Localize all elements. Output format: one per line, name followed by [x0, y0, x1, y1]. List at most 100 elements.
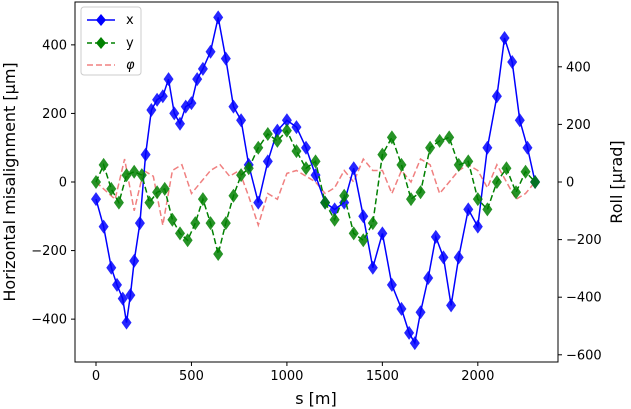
legend-label-x: x: [126, 13, 134, 28]
data-point-x: [514, 113, 525, 128]
data-point-y: [348, 226, 359, 241]
data-point-y: [491, 175, 502, 189]
x-tick-label: 2000: [461, 369, 494, 384]
data-point-x: [499, 31, 510, 45]
data-point-x: [197, 61, 208, 76]
y-right-tick-label: 400: [566, 60, 591, 75]
data-point-x: [262, 154, 273, 169]
data-point-y: [253, 140, 264, 155]
data-point-y: [472, 192, 483, 207]
data-point-y: [425, 140, 436, 155]
data-point-x: [157, 89, 168, 104]
data-point-y: [213, 247, 224, 261]
data-point-x: [358, 209, 369, 224]
data-point-x: [163, 72, 174, 87]
data-point-x: [377, 226, 388, 241]
legend-marker-y: [96, 37, 106, 49]
y-left-tick-label: 400: [42, 38, 67, 53]
data-point-x: [192, 72, 203, 87]
data-point-x: [253, 195, 264, 210]
series-line-phi: [95, 157, 536, 228]
data-point-x: [446, 298, 457, 313]
data-point-x: [482, 140, 493, 155]
legend-label-y: y: [126, 36, 134, 51]
y-left-tick-label: 200: [42, 107, 67, 122]
data-point-y: [310, 154, 321, 169]
data-point-y: [406, 192, 416, 207]
data-point-y: [167, 212, 178, 227]
data-point-y: [113, 195, 124, 210]
data-point-x: [272, 123, 283, 138]
data-point-x: [430, 229, 441, 244]
data-point-x: [507, 55, 518, 69]
data-point-y: [262, 127, 273, 141]
data-point-x: [112, 277, 122, 292]
data-point-y: [329, 212, 340, 227]
data-point-y: [152, 185, 163, 200]
data-point-x: [415, 305, 426, 320]
series-layer: [91, 10, 541, 351]
data-point-y: [129, 164, 140, 179]
data-point-y: [530, 175, 541, 189]
data-point-x: [423, 271, 434, 285]
data-point-y: [175, 226, 185, 241]
data-point-x: [281, 113, 292, 128]
data-point-x: [91, 192, 101, 207]
data-point-x: [125, 288, 136, 303]
data-point-y: [281, 123, 292, 138]
data-point-x: [438, 250, 449, 265]
data-point-x: [386, 277, 397, 292]
data-point-y: [301, 161, 311, 176]
y-right-tick-label: 0: [566, 176, 574, 191]
data-point-x: [301, 140, 311, 155]
axis-layer: 0 500 1000 1500 2000−400−2000200400−600−400−…: [31, 38, 601, 384]
data-point-x: [463, 202, 474, 217]
data-point-x: [213, 10, 224, 25]
data-point-y: [511, 185, 521, 200]
data-point-x: [146, 103, 157, 117]
y-right-tick-label: −400: [566, 291, 602, 306]
data-point-y: [197, 192, 208, 207]
data-point-y: [121, 168, 132, 183]
data-point-x: [522, 140, 533, 155]
data-point-x: [367, 260, 378, 275]
data-point-x: [121, 315, 132, 330]
data-point-y: [415, 185, 426, 200]
data-point-y: [482, 202, 493, 217]
y-axis-left-label: Horizontal misalignment [μm]: [0, 62, 19, 301]
data-point-y: [205, 216, 216, 231]
data-point-y: [159, 181, 170, 196]
data-point-x: [220, 51, 231, 66]
data-point-x: [409, 336, 420, 351]
data-point-x: [175, 116, 185, 131]
data-point-y: [339, 188, 350, 203]
data-point-x: [205, 44, 216, 59]
data-point-x: [453, 250, 464, 265]
legend-marker-x: [96, 14, 106, 26]
data-point-y: [291, 144, 302, 159]
data-point-y: [106, 181, 117, 196]
legend-entry-phi: φ: [87, 58, 135, 73]
data-point-y: [463, 154, 474, 169]
y-left-tick-label: −200: [31, 244, 67, 259]
x-tick-label: 0: [92, 369, 100, 384]
data-point-y: [144, 195, 155, 210]
data-point-x: [106, 260, 117, 275]
data-point-x: [491, 89, 502, 104]
data-point-x: [472, 219, 483, 234]
data-point-x: [348, 161, 359, 176]
data-point-y: [91, 175, 101, 189]
x-tick-label: 1000: [270, 369, 303, 384]
data-point-y: [228, 188, 239, 203]
y-left-tick-label: 0: [59, 176, 67, 191]
x-tick-label: 500: [179, 369, 204, 384]
data-point-y: [243, 161, 254, 176]
data-point-x: [169, 106, 180, 121]
legend: x y φ: [80, 6, 142, 76]
data-point-x: [291, 120, 302, 135]
y-right-tick-label: −600: [566, 348, 602, 363]
data-point-y: [453, 157, 464, 172]
data-point-x: [134, 216, 145, 231]
data-point-y: [136, 168, 147, 183]
